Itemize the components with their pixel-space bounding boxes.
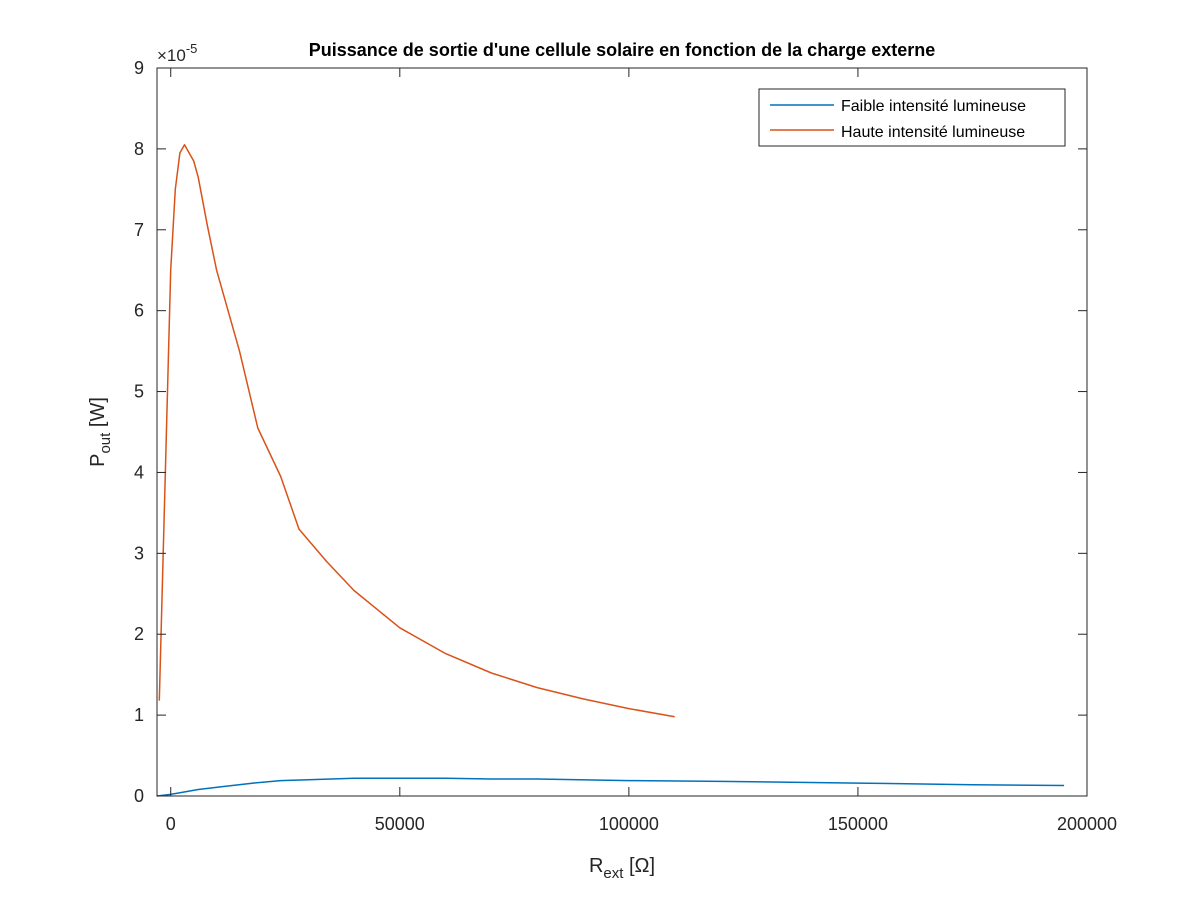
y-axis-title-unit: [W] [87,397,109,433]
legend-box [758,88,1066,147]
chart-title: Puissance de sortie d'une cellule solair… [309,40,936,60]
x-axis-title-sub: ext [603,865,624,882]
series-layer [156,144,1065,797]
plot-area [157,68,1087,796]
y-exponent-label: ×10-5 [157,41,197,65]
y-tick-label: 4 [134,462,144,482]
legend-label-haute: Haute intensité lumineuse [841,124,1025,141]
y-tick-label: 1 [134,705,144,725]
legend: Faible intensité lumineuse Haute intensi… [758,88,1066,147]
y-tick-label: 2 [134,624,144,644]
x-tick-label: 150000 [828,814,888,834]
y-tick-label: 6 [134,301,144,321]
x-axis-title-unit: [Ω] [623,855,655,877]
y-tick-label: 3 [134,543,144,563]
y-tick-label: 7 [134,220,144,240]
x-tick-label: 0 [166,814,176,834]
y-tick-label: 8 [134,139,144,159]
plot-frame [156,67,1088,797]
y-axis-title-sub: out [97,432,114,454]
y-axis-title: Pout [W] [87,397,114,467]
x-axis-title: Rext [Ω] [589,855,655,882]
y-tick-label: 5 [134,382,144,402]
ticks-layer: 0 50000 100000 150000 200000 0 1 2 3 4 5 6 7 8 9 [134,58,1117,834]
y-tick-label: 9 [134,58,144,78]
y-tick-label: 0 [134,786,144,806]
y-exponent-base: ×10 [157,46,186,65]
x-tick-label: 50000 [375,814,425,834]
x-tick-label: 100000 [599,814,659,834]
y-axis-title-main: P [87,454,109,467]
legend-label-faible: Faible intensité lumineuse [841,98,1026,115]
x-axis-title-main: R [589,855,603,877]
series-line-haute [158,144,675,718]
series-line-faible [156,777,1065,797]
y-exponent-power: -5 [186,41,198,56]
x-tick-label: 200000 [1057,814,1117,834]
